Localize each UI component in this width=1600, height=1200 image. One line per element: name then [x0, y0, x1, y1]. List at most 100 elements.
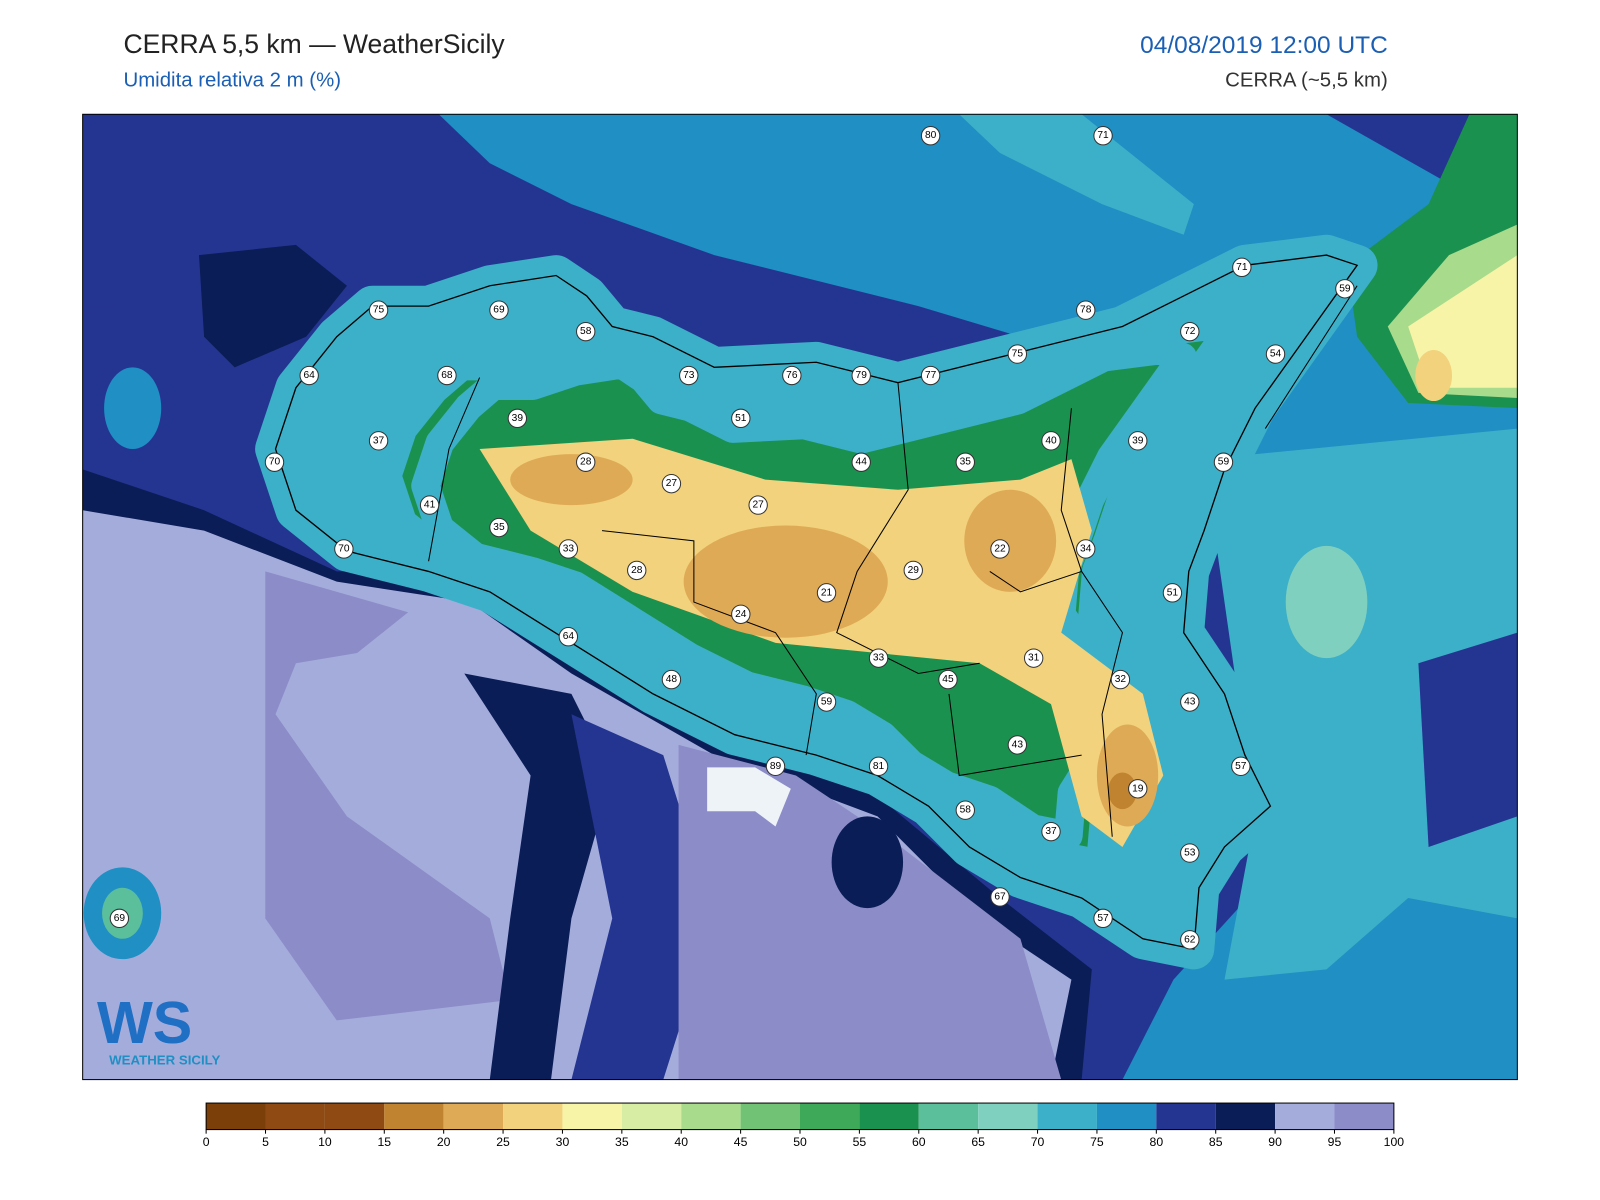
station-marker — [1180, 930, 1200, 950]
station-value: 41 — [424, 500, 436, 511]
station-marker — [368, 431, 389, 451]
colorbar-tick-label: 95 — [1328, 1135, 1342, 1149]
colorbar-tick-label: 0 — [203, 1135, 210, 1149]
station-marker — [1335, 279, 1355, 299]
colorbar-tick-label: 90 — [1268, 1135, 1282, 1149]
station-marker — [765, 756, 786, 777]
station-labels: 80 71 71 59 75 69 58 78 72 54 64 68 73 76 79 77 75 39 51 37… — [109, 126, 1355, 950]
station-value: 70 — [269, 457, 281, 468]
station-marker — [1162, 583, 1183, 603]
station-marker — [938, 669, 958, 690]
station-value: 58 — [960, 805, 972, 816]
colorbar-tick-label: 20 — [437, 1135, 451, 1149]
colorbar-bin — [978, 1103, 1038, 1130]
station-value: 44 — [856, 457, 868, 468]
station-marker — [1265, 344, 1286, 364]
station-marker — [851, 365, 871, 386]
station-value: 79 — [856, 370, 868, 381]
station-value: 51 — [1167, 587, 1179, 598]
station-value: 27 — [666, 478, 678, 489]
colorbar-tick-label: 35 — [615, 1135, 629, 1149]
colorbar-tick-label: 40 — [674, 1135, 688, 1149]
station-value: 78 — [1080, 305, 1092, 316]
colorbar-tick-label: 65 — [971, 1135, 985, 1149]
station-value: 59 — [821, 697, 833, 708]
station-marker — [1007, 344, 1028, 364]
station-marker — [558, 627, 579, 647]
station-value: 45 — [942, 674, 954, 685]
station-value: 72 — [1184, 326, 1196, 337]
colorbar-bin — [1156, 1103, 1216, 1130]
station-value: 73 — [683, 370, 695, 381]
station-marker — [816, 583, 837, 603]
station-marker — [731, 604, 751, 624]
station-value: 39 — [1132, 435, 1144, 446]
station-value: 64 — [304, 370, 316, 381]
station-marker — [851, 452, 871, 472]
station-marker — [903, 560, 923, 581]
station-marker — [1041, 821, 1061, 842]
station-marker — [299, 365, 319, 386]
station-marker — [1110, 669, 1131, 690]
station-value: 70 — [338, 543, 350, 554]
station-value: 22 — [994, 543, 1006, 554]
colorbar-tick-label: 70 — [1031, 1135, 1045, 1149]
colorbar-bin — [562, 1103, 622, 1130]
station-marker — [1007, 735, 1028, 755]
colorbar-tick-label: 60 — [912, 1135, 926, 1149]
station-value: 76 — [786, 370, 798, 381]
colorbar-bin — [324, 1103, 385, 1130]
station-marker — [782, 365, 802, 386]
station-value: 40 — [1045, 435, 1057, 446]
station-value: 35 — [960, 457, 972, 468]
station-marker — [1231, 756, 1251, 777]
station-marker — [920, 365, 941, 386]
station-marker — [576, 321, 596, 342]
colorbar-bin — [1275, 1103, 1335, 1130]
colorbar-bin — [740, 1103, 800, 1130]
station-value: 81 — [873, 761, 885, 772]
station-marker — [1023, 648, 1044, 668]
station-marker — [1128, 779, 1148, 799]
station-value: 54 — [1270, 349, 1282, 360]
station-value: 68 — [441, 370, 453, 381]
station-marker — [437, 365, 457, 386]
station-value: 28 — [580, 457, 592, 468]
colorbar-bin — [503, 1103, 563, 1130]
station-marker — [419, 495, 440, 515]
station-marker — [990, 539, 1010, 559]
station-marker — [1093, 908, 1113, 929]
station-marker — [1128, 431, 1148, 451]
station-marker — [1180, 843, 1200, 863]
station-value: 27 — [752, 500, 764, 511]
datetime: 04/08/2019 12:00 UTC — [1140, 32, 1388, 59]
station-marker — [1041, 431, 1061, 451]
station-marker — [576, 452, 596, 472]
colorbar-tick-label: 50 — [793, 1135, 807, 1149]
station-marker — [679, 365, 699, 386]
logo-mark: WS — [97, 989, 192, 1056]
station-value: 39 — [512, 413, 524, 424]
colorbar-tick-label: 25 — [496, 1135, 510, 1149]
station-value: 51 — [735, 413, 747, 424]
station-value: 69 — [114, 913, 126, 924]
station-marker — [1180, 692, 1200, 712]
station-marker — [661, 473, 682, 494]
colorbar-bin — [265, 1103, 325, 1130]
station-marker — [868, 648, 889, 668]
colorbar-bin — [918, 1103, 979, 1130]
colorbar-bin — [1215, 1103, 1276, 1130]
station-value: 64 — [563, 631, 575, 642]
station-value: 48 — [666, 674, 678, 685]
colorbar-bin — [681, 1103, 741, 1130]
station-marker — [816, 692, 837, 712]
station-value: 37 — [1045, 826, 1057, 837]
station-value: 77 — [925, 370, 937, 381]
station-value: 24 — [735, 609, 747, 620]
station-value: 62 — [1184, 934, 1196, 945]
station-value: 89 — [770, 761, 782, 772]
station-value: 33 — [873, 653, 885, 664]
station-value: 21 — [821, 587, 833, 598]
